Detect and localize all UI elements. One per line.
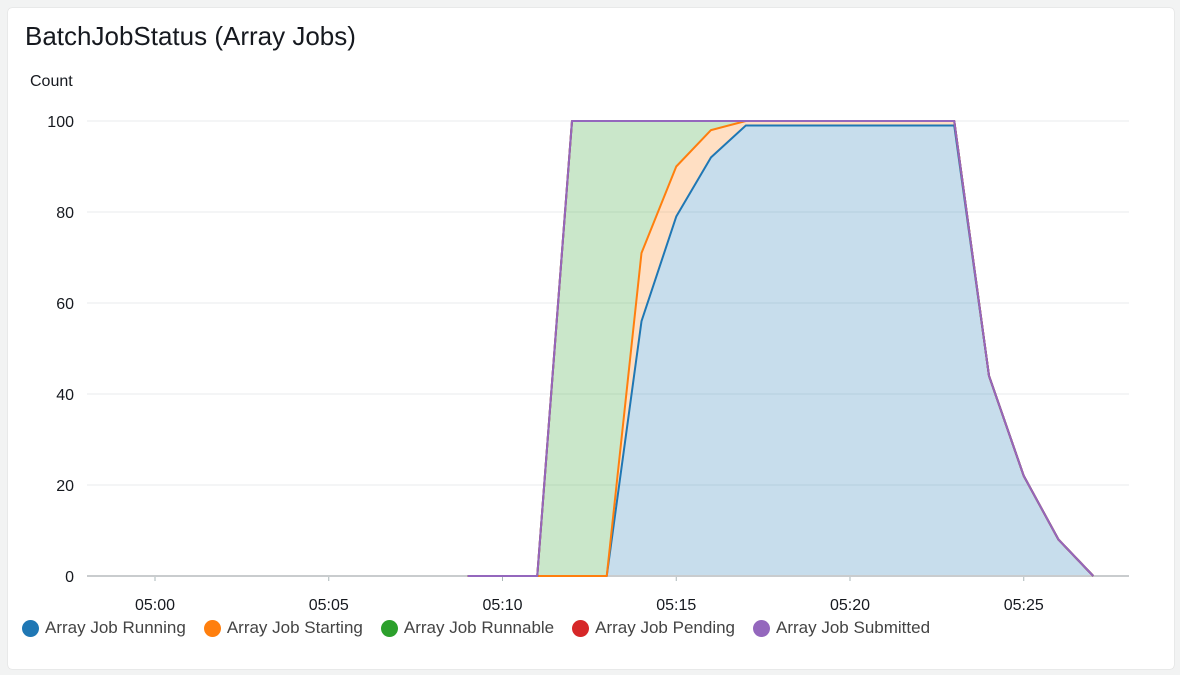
legend-swatch-icon (22, 619, 39, 637)
x-tick-label: 05:25 (1004, 597, 1044, 614)
chart-title: BatchJobStatus (Array Jobs) (25, 21, 356, 51)
area-array-job-running (467, 125, 1094, 577)
y-tick-label: 60 (56, 296, 74, 313)
legend-item-array-job-running[interactable]: Array Job Running (22, 618, 186, 638)
chart-legend: Array Job Running Array Job Starting Array… (22, 618, 948, 638)
x-tick-label: 05:10 (482, 597, 522, 614)
legend-item-array-job-starting[interactable]: Array Job Starting (203, 618, 363, 638)
chart-panel: BatchJobStatus (Array Jobs) Count (8, 8, 1174, 669)
legend-swatch-icon (380, 619, 398, 637)
x-tick-label: 05:00 (135, 597, 175, 614)
legend-label: Array Job Runnable (403, 618, 555, 637)
y-axis-label: Count (30, 73, 73, 90)
y-tick-label: 80 (56, 205, 74, 222)
legend-label: Array Job Submitted (776, 618, 931, 637)
legend-swatch-icon (753, 619, 771, 637)
legend-swatch-icon (203, 619, 221, 637)
x-tick-label: 05:05 (309, 597, 349, 614)
y-tick-label: 0 (65, 569, 74, 586)
legend-item-array-job-submitted[interactable]: Array Job Submitted (753, 618, 930, 638)
y-tick-label: 40 (56, 387, 74, 404)
y-tick-label: 100 (47, 114, 74, 131)
legend-item-array-job-pending[interactable]: Array Job Pending (572, 618, 735, 638)
legend-swatch-icon (572, 619, 590, 637)
series-line-array-job-submitted (467, 120, 1094, 577)
area-array-job-runnable (467, 121, 1094, 576)
y-tick-label: 20 (56, 478, 74, 495)
legend-item-array-job-runnable[interactable]: Array Job Runnable (380, 618, 555, 638)
x-tick-label: 05:20 (830, 597, 870, 614)
legend-label: Array Job Starting (226, 618, 363, 637)
x-tick-label: 05:15 (656, 597, 696, 614)
legend-label: Array Job Pending (595, 618, 736, 637)
legend-label: Array Job Running (45, 618, 186, 637)
